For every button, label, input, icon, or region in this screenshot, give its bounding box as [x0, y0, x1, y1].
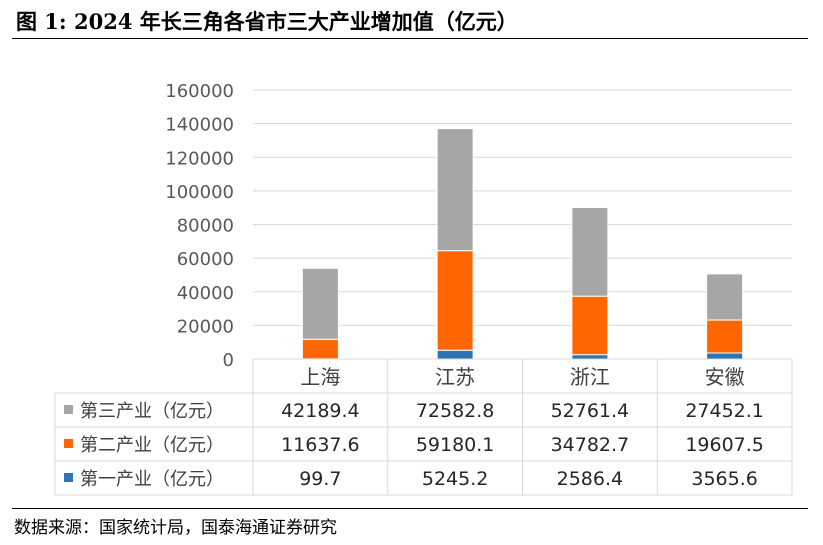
data-value-cell: 59180.1 — [416, 434, 495, 456]
data-value-cell: 19607.5 — [685, 434, 764, 456]
data-value-cell: 27452.1 — [685, 400, 764, 422]
data-value-cell: 2586.4 — [557, 468, 623, 490]
data-value-cell: 3565.6 — [691, 468, 757, 490]
data-value-cell: 72582.8 — [416, 400, 495, 422]
y-tick-label: 160000 — [165, 81, 234, 102]
category-label: 江苏 — [435, 365, 475, 389]
bar-segment — [706, 352, 744, 360]
y-tick-label: 80000 — [177, 216, 234, 237]
category-label: 安徽 — [705, 365, 745, 389]
title-rule — [12, 38, 808, 39]
y-tick-label: 140000 — [165, 115, 234, 136]
data-value-cell: 34782.7 — [551, 434, 630, 456]
bar-segment — [436, 349, 474, 360]
y-tick-label: 0 — [223, 350, 234, 371]
bar-segment — [301, 338, 339, 360]
data-value-cell: 5245.2 — [422, 468, 488, 490]
y-tick-label: 60000 — [177, 249, 234, 270]
legend-label: 第三产业（亿元） — [80, 401, 224, 422]
data-value-cell: 11637.6 — [281, 434, 360, 456]
y-tick-label: 40000 — [177, 283, 234, 304]
legend-swatch — [64, 473, 73, 482]
figure-title: 图 1: 2024 年长三角各省市三大产业增加值（亿元） — [16, 9, 518, 34]
bar-segment — [571, 206, 609, 297]
source-note: 数据来源：国家统计局，国泰海通证券研究 — [14, 518, 337, 538]
category-label: 上海 — [300, 365, 340, 389]
legend-label: 第二产业（亿元） — [80, 435, 224, 456]
legend-swatch — [64, 405, 73, 414]
bar-segment — [706, 319, 744, 354]
bar-segment — [436, 250, 474, 351]
legend-label: 第一产业（亿元） — [80, 469, 224, 490]
source-rule — [12, 508, 808, 509]
category-label: 浙江 — [570, 365, 610, 389]
data-value-cell: 52761.4 — [551, 400, 630, 422]
bar-segment — [301, 267, 339, 340]
legend-swatch — [64, 439, 73, 448]
bar-segment — [436, 128, 474, 252]
data-value-cell: 42189.4 — [281, 400, 360, 422]
y-tick-label: 100000 — [165, 182, 234, 203]
y-tick-label: 20000 — [177, 316, 234, 337]
y-tick-label: 120000 — [165, 148, 234, 169]
data-value-cell: 99.7 — [299, 468, 341, 490]
bar-segment — [706, 273, 744, 321]
bar-segment — [571, 295, 609, 356]
bar-segment — [571, 354, 609, 360]
